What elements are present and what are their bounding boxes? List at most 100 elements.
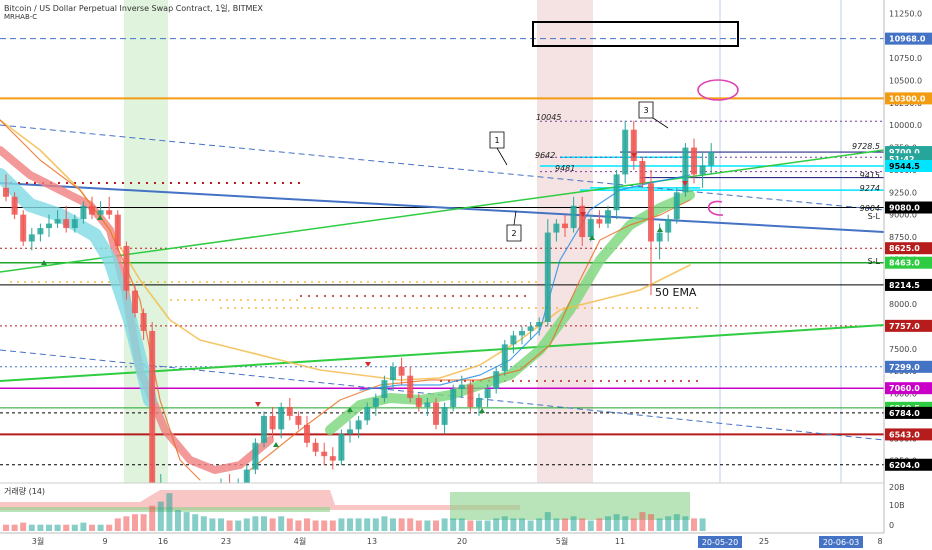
- candle-body: [682, 147, 689, 193]
- volume-bar: [321, 520, 328, 531]
- candle-body: [132, 290, 138, 314]
- volume-bar: [71, 524, 78, 531]
- volume-bar: [243, 518, 250, 531]
- volume-bar: [630, 518, 637, 531]
- volume-bar: [605, 516, 611, 531]
- volume-bar: [648, 514, 654, 531]
- volume-bar: [553, 518, 560, 531]
- volume-band-green: [0, 492, 690, 520]
- level-annotation: 9004: [860, 204, 880, 213]
- price-label-text: 7299.0: [889, 363, 920, 372]
- ribbon-cyan: [0, 168, 157, 407]
- callout-bubble: [489, 131, 505, 149]
- volume-bar: [390, 518, 396, 531]
- price-label-text: 7060.0: [889, 384, 920, 393]
- volume-bar: [54, 524, 61, 531]
- candle-body: [278, 406, 285, 430]
- candle-body: [441, 406, 448, 425]
- volume-bar: [235, 520, 242, 531]
- price-tick-label: 10000.0: [889, 121, 922, 130]
- candle-body: [347, 429, 353, 434]
- volume-bar: [312, 520, 319, 531]
- candle-body: [596, 219, 603, 224]
- candle-body: [46, 223, 52, 229]
- price-tick-label: 11250.0: [889, 9, 922, 18]
- candle-body: [63, 219, 70, 229]
- volume-bar: [269, 518, 276, 531]
- price-label-box: [885, 201, 932, 214]
- price-label-text: 8214.5: [889, 281, 920, 290]
- candle-body: [476, 398, 482, 407]
- volume-panel: 20B 10B 0: [0, 482, 905, 531]
- price-tick-label: 9000.0: [889, 211, 917, 220]
- time-tick-label: 4월: [294, 536, 306, 546]
- ma-blue: [359, 174, 691, 391]
- price-label-box: [885, 242, 932, 255]
- candle-body: [28, 234, 35, 242]
- volume-bar: [114, 518, 121, 531]
- volume-bar: [37, 524, 44, 531]
- candle-body: [227, 483, 233, 487]
- candle-body: [493, 371, 500, 390]
- callout-pointer: [652, 117, 669, 129]
- candle-body: [321, 451, 328, 457]
- candle-body: [364, 406, 371, 421]
- price-label-text: 6543.0: [889, 430, 920, 439]
- price-label-text: 7757.0: [889, 322, 920, 331]
- candle-body: [312, 442, 319, 452]
- candle-body: [579, 205, 586, 238]
- price-tick-label: 8000.0: [889, 300, 917, 309]
- magenta-mark: [697, 79, 739, 101]
- volume-bar: [200, 516, 207, 531]
- price-label-text: 9544.5: [889, 162, 920, 171]
- date-badge-text: 20-06-03: [823, 538, 859, 547]
- volume-bar: [458, 518, 465, 531]
- volume-bar: [209, 518, 216, 531]
- ma-orange-2: [249, 199, 691, 471]
- price-label-box: [885, 458, 932, 471]
- price-label-box: [885, 256, 932, 269]
- volume-bar: [286, 518, 293, 531]
- level-annotation: 9728.5: [852, 142, 880, 151]
- sl-label: S-L: [868, 212, 881, 221]
- candle-body: [390, 366, 396, 381]
- volume-bar: [278, 516, 285, 531]
- candle-body: [639, 161, 646, 184]
- callout-pointer: [496, 147, 508, 166]
- price-label-text: 8625.0: [889, 244, 920, 253]
- shade-band-green: [124, 0, 168, 483]
- chart-title: Bitcoin / US Dollar Perpetual Inverse Sw…: [4, 4, 263, 13]
- candle-body: [553, 223, 560, 233]
- time-axis: 3월 9 16 23 4월 13 20 5월 11 25 8 20-05-20 20-06-03: [0, 532, 884, 548]
- time-tick-label: 11: [615, 537, 625, 546]
- volume-bar: [544, 512, 551, 531]
- candle-body: [54, 219, 61, 224]
- callout-text: 3: [643, 106, 648, 115]
- candle-body: [587, 219, 594, 238]
- candle-body: [544, 232, 551, 322]
- sell-triangle-icon: [580, 212, 586, 217]
- candle-body: [501, 344, 508, 372]
- candle-body: [106, 210, 113, 215]
- time-tick-label: 8: [877, 537, 882, 546]
- buy-triangle-icon: [41, 260, 47, 265]
- level-annotation: 9274: [860, 184, 880, 193]
- candle-body: [140, 313, 147, 331]
- volume-bar: [415, 520, 422, 531]
- candle-body: [286, 406, 293, 416]
- candle-body: [329, 456, 336, 461]
- buy-triangle-icon: [97, 215, 103, 220]
- candle-body: [673, 192, 680, 220]
- candle-body: [355, 420, 362, 430]
- volume-tick-label: 0: [889, 521, 894, 530]
- candle-body: [295, 415, 302, 425]
- candle-body: [467, 384, 474, 407]
- candle-body: [80, 205, 87, 220]
- callout-pointer: [513, 210, 517, 226]
- volume-bar: [613, 514, 620, 531]
- price-tick-label: 9250.0: [889, 188, 917, 197]
- volume-bar: [536, 518, 543, 531]
- trendline-blue-dashed: [0, 124, 884, 211]
